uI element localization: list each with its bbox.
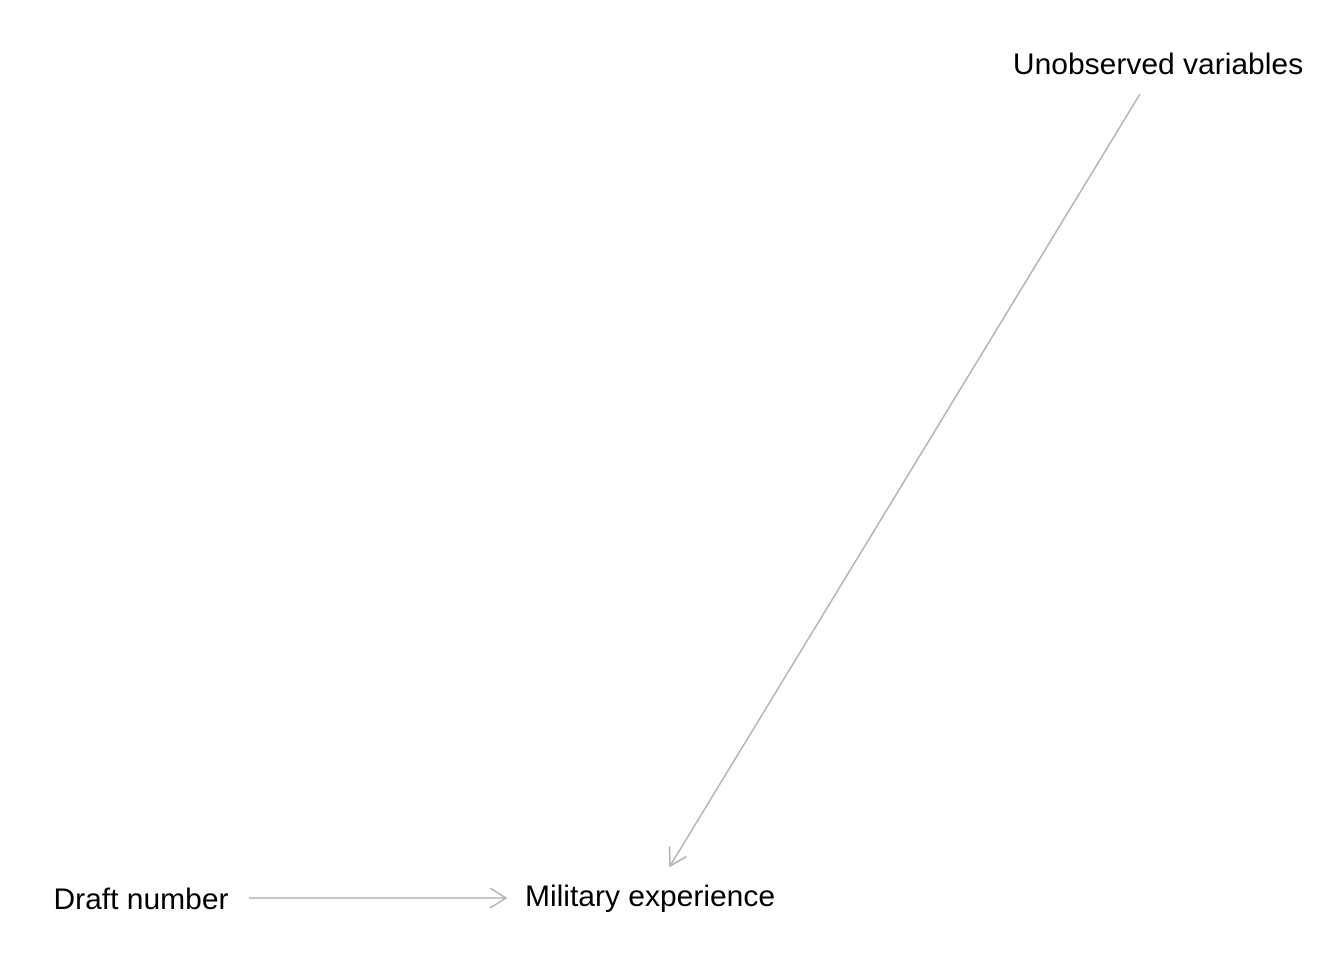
arrowhead-military-from-unobserved	[668, 846, 687, 868]
node-draft-number: Draft number	[53, 883, 228, 916]
node-unobserved-variables: Unobserved variables	[1013, 48, 1303, 81]
edge-draft-to-military	[249, 887, 508, 909]
edge-line-unobserved-to-military	[669, 93, 1141, 867]
node-military-experience: Military experience	[525, 880, 775, 913]
arrowhead-military-from-draft	[489, 887, 508, 909]
edge-unobserved-to-military	[668, 93, 1141, 868]
